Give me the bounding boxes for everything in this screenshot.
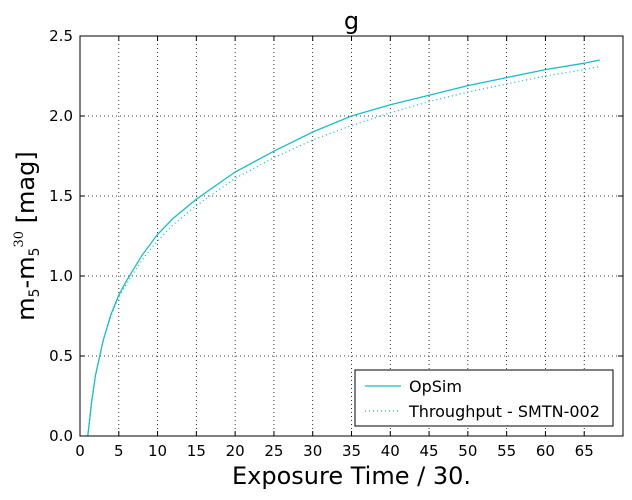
grid <box>80 36 623 436</box>
x-tick-label: 45 <box>420 442 439 460</box>
y-label-tail: [mag] <box>12 151 40 231</box>
x-tick-label: 30 <box>303 442 322 460</box>
legend-label-throughput: Throughput - SMTN-002 <box>408 402 600 421</box>
y-tick-label: 2.0 <box>49 107 73 125</box>
y-label-sup: 30 <box>12 231 27 248</box>
x-axis-label: Exposure Time / 30. <box>232 462 471 490</box>
x-tick-label: 15 <box>187 442 206 460</box>
x-tick-label: 35 <box>342 442 361 460</box>
x-tick-label: 25 <box>264 442 283 460</box>
x-tick-label: 5 <box>114 442 124 460</box>
legend-box <box>354 369 614 427</box>
x-tick-label: 40 <box>381 442 400 460</box>
y-tick-label: 0.5 <box>49 347 73 365</box>
chart-title: g <box>344 7 359 35</box>
series-lines <box>87 59 600 437</box>
x-tick-label: 0 <box>75 442 85 460</box>
axis-ticks: 0 5 10 15 20 25 30 35 40 45 50 55 60 65 0.0 0.5 1.0 1.5 2.… <box>49 27 623 460</box>
x-tick-label: 65 <box>575 442 594 460</box>
y-tick-label: 1.0 <box>49 267 73 285</box>
legend: OpSim Throughput - SMTN-002 <box>354 369 614 427</box>
y-label-mid: -m <box>12 256 40 288</box>
x-tick-label: 55 <box>497 442 516 460</box>
x-tick-label: 60 <box>536 442 555 460</box>
x-tick-label: 20 <box>226 442 245 460</box>
y-label-sub2: 5 <box>27 247 43 256</box>
series-line-throughput <box>87 65 600 437</box>
y-label-sub: 5 <box>27 288 43 297</box>
legend-label-opsim: OpSim <box>409 377 462 396</box>
y-axis-label: m5-m530 [mag] <box>12 151 43 321</box>
series-line-opsim <box>87 59 600 437</box>
y-label-m: m <box>12 297 40 320</box>
x-tick-label: 50 <box>458 442 477 460</box>
y-tick-label: 0.0 <box>49 427 73 445</box>
y-tick-label: 1.5 <box>49 187 73 205</box>
x-tick-label: 10 <box>148 442 167 460</box>
y-tick-label: 2.5 <box>49 27 73 45</box>
